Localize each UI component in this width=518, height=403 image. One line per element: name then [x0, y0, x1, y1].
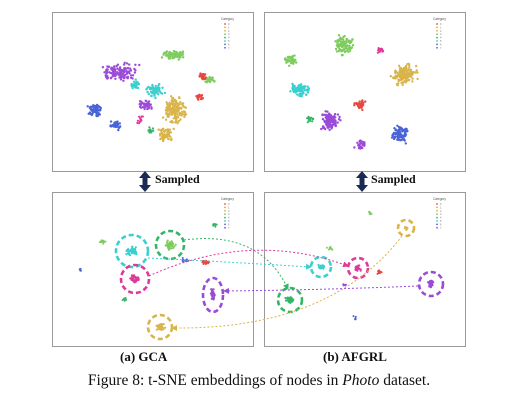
svg-text:4: 4: [228, 36, 230, 40]
svg-text:7: 7: [228, 46, 230, 50]
svg-text:3: 3: [228, 212, 230, 216]
afgrl-full-scatter: [283, 34, 419, 150]
afgrl-gold-highlight: [396, 218, 416, 238]
svg-text:2: 2: [228, 29, 230, 33]
svg-text:5: 5: [228, 39, 230, 43]
afgrl-cyan-highlight: [309, 255, 333, 279]
svg-text:4: 4: [440, 36, 442, 40]
gca-sampled-embedding-panel: [52, 192, 254, 347]
afgrl-sampled-embedding-panel: [264, 192, 466, 347]
svg-text:1: 1: [228, 205, 230, 209]
purple-connector: [223, 285, 419, 294]
svg-text:2: 2: [228, 209, 230, 213]
svg-text:Category: Category: [221, 197, 234, 201]
svg-text:4: 4: [440, 216, 442, 220]
figure-caption: Figure 8: t-SNE embeddings of nodes in P…: [0, 372, 518, 390]
svg-text:0: 0: [440, 202, 442, 206]
svg-text:1: 1: [440, 205, 442, 209]
afgrl-sampled-scatter: [284, 210, 435, 321]
svg-text:5: 5: [440, 39, 442, 43]
svg-text:7: 7: [440, 46, 442, 50]
svg-text:0: 0: [440, 22, 442, 26]
pink-connector: [148, 249, 349, 277]
svg-text:5: 5: [440, 219, 442, 223]
afgrl-sampled-arrow-icon: [356, 171, 368, 192]
svg-text:6: 6: [228, 222, 230, 226]
gold-connector: [171, 235, 403, 332]
svg-text:0: 0: [228, 22, 230, 26]
gca-green-highlight: [154, 229, 186, 261]
svg-text:6: 6: [440, 222, 442, 226]
gca-sublabel: (a) GCA: [120, 349, 168, 364]
gca-pink-highlight: [119, 263, 151, 295]
svg-text:1: 1: [228, 25, 230, 29]
gca-purple-highlight: [201, 276, 225, 314]
svg-text:2: 2: [440, 209, 442, 213]
green-connector: [183, 238, 289, 290]
afgrl-pink-highlight: [346, 256, 370, 280]
cyan-connector: [147, 257, 312, 270]
svg-text:6: 6: [440, 42, 442, 46]
svg-text:Category: Category: [221, 17, 234, 21]
gca-full-scatter: [86, 49, 216, 143]
afgrl-sublabel: (b) AFGRL: [323, 349, 387, 364]
svg-text:3: 3: [440, 32, 442, 36]
caption-prefix: Figure 8: t-SNE embeddings of nodes in: [87, 372, 343, 389]
svg-text:4: 4: [228, 216, 230, 220]
caption-dataset-name: Photo: [342, 372, 380, 389]
svg-text:7: 7: [228, 226, 230, 230]
svg-text:6: 6: [228, 42, 230, 46]
afgrl-sampled-label: Sampled: [371, 172, 416, 186]
svg-text:Category: Category: [433, 197, 446, 201]
svg-text:2: 2: [440, 29, 442, 33]
svg-text:5: 5: [228, 219, 230, 223]
svg-text:1: 1: [440, 25, 442, 29]
svg-text:3: 3: [228, 32, 230, 36]
gca-sampled-label: Sampled: [155, 172, 200, 186]
gca-cyan-highlight: [114, 233, 150, 269]
svg-text:7: 7: [440, 226, 442, 230]
gca-sampled-arrow-icon: [139, 171, 151, 192]
svg-text:0: 0: [228, 202, 230, 206]
svg-text:3: 3: [440, 212, 442, 216]
caption-suffix: dataset.: [379, 372, 431, 389]
afgrl-green-highlight: [276, 286, 304, 314]
svg-text:Category: Category: [433, 17, 446, 21]
afgrl-purple-highlight: [417, 270, 445, 298]
